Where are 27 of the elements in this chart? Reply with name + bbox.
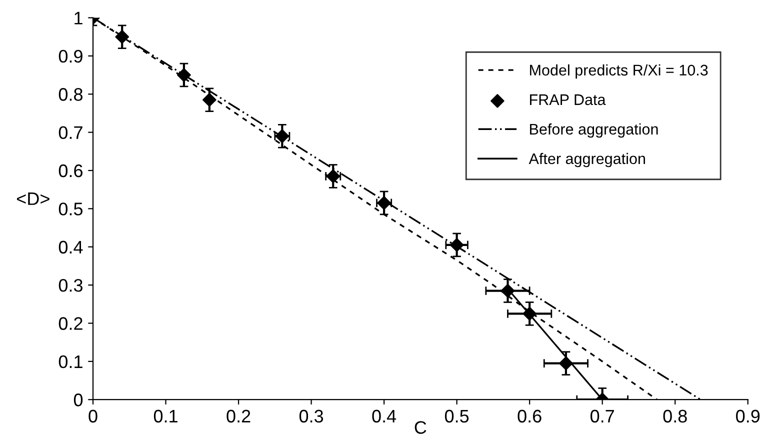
y-tick-label: 0.9 bbox=[58, 50, 82, 63]
legend-label: Before aggregation bbox=[530, 123, 658, 138]
x-tick-label: 0.7 bbox=[590, 410, 614, 423]
x-tick-label: 0.3 bbox=[299, 410, 324, 423]
y-tick-label: 0 bbox=[74, 394, 83, 406]
legend-label: After aggregation bbox=[528, 152, 645, 168]
y-tick-label: 0.8 bbox=[58, 88, 82, 101]
x-tick-label: 0.2 bbox=[226, 410, 250, 423]
y-axis-title: <D> bbox=[17, 192, 50, 205]
x-tick-label: 0 bbox=[88, 410, 98, 423]
x-tick-label: 0.9 bbox=[736, 410, 760, 423]
x-tick-label: 0.5 bbox=[444, 410, 469, 423]
y-tick-label: 0.1 bbox=[58, 355, 82, 368]
y-tick-label: 0.4 bbox=[58, 240, 83, 254]
x-tick-label: 0.4 bbox=[372, 410, 396, 423]
legend-label: FRAP Data bbox=[530, 94, 606, 106]
x-tick-label: 0.6 bbox=[518, 410, 542, 423]
y-tick-label: 1 bbox=[74, 12, 82, 24]
x-tick-label: 0.1 bbox=[154, 410, 178, 423]
y-tick-label: 0.2 bbox=[58, 317, 82, 330]
x-axis-title: C bbox=[414, 421, 426, 434]
y-tick-label: 0.3 bbox=[58, 278, 82, 292]
y-tick-label: 0.7 bbox=[58, 126, 82, 140]
x-tick-label: 0.8 bbox=[663, 410, 687, 423]
legend-label: Model predicts R/Xi = 10.3 bbox=[530, 64, 708, 79]
y-tick-label: 0.5 bbox=[58, 202, 83, 216]
y-tick-label: 0.6 bbox=[58, 164, 82, 178]
